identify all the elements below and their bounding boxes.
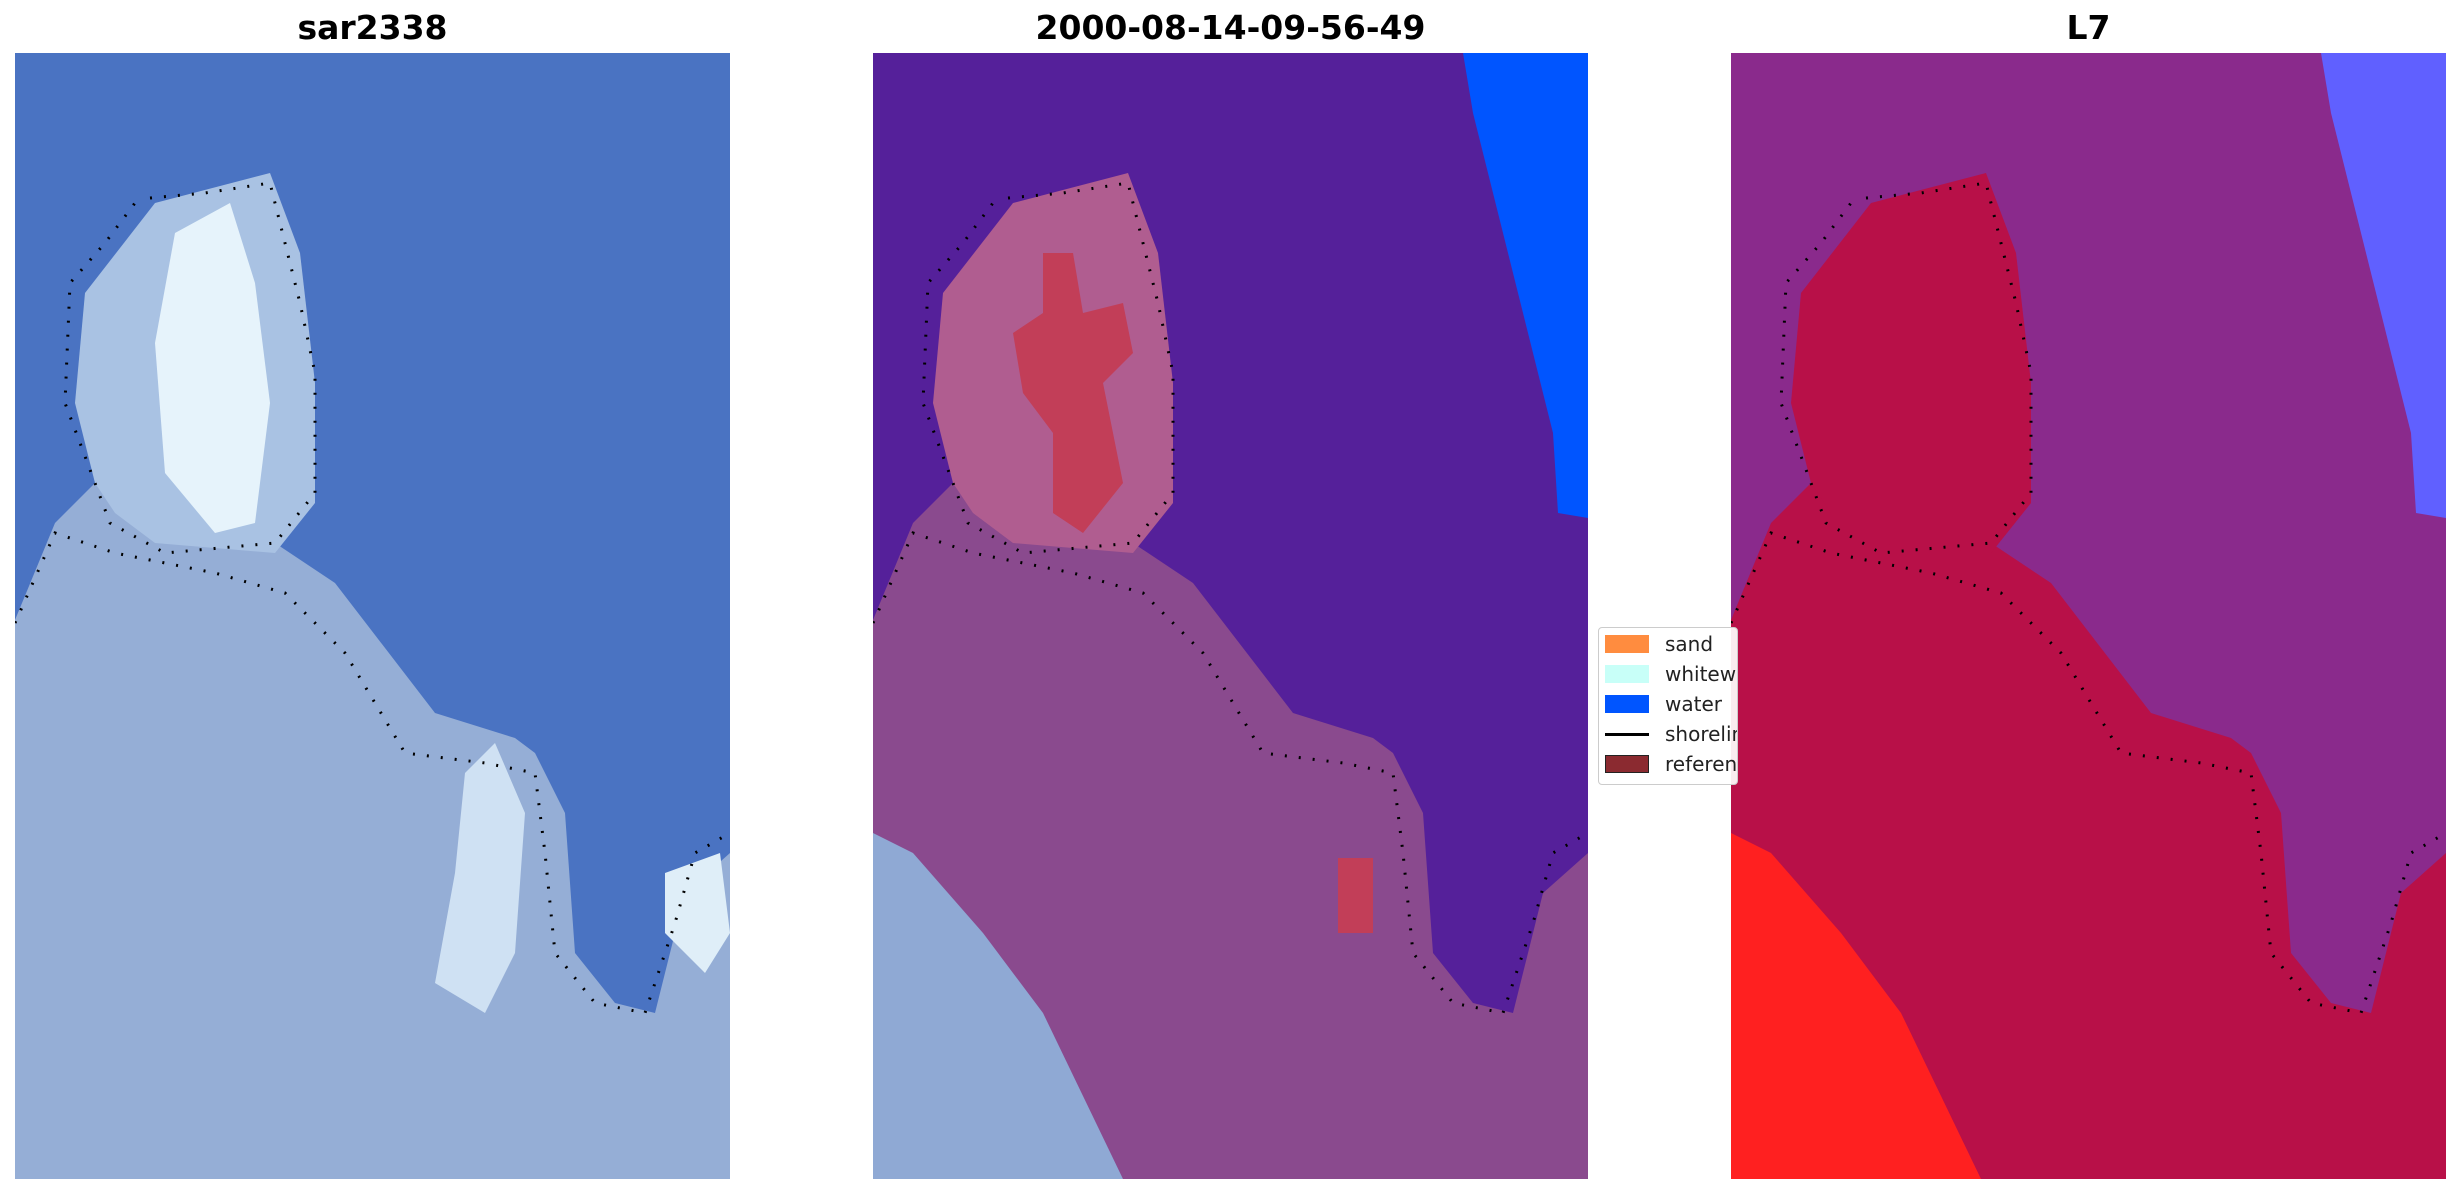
- panel-title-index: L7: [2066, 8, 2111, 47]
- panel-title-classification: 2000-08-14-09-56-49: [1035, 8, 1426, 47]
- sand-class-patch-small: [1338, 858, 1373, 933]
- shoreline-island-3: [1779, 181, 2033, 555]
- unclassified-area: [873, 833, 1123, 1179]
- surf-patch-right: [665, 853, 730, 973]
- classification-panel: [873, 53, 1588, 1179]
- index-panel: [1731, 53, 2446, 1179]
- rgb-image-panel: [15, 53, 730, 1179]
- water-swatch: [1605, 695, 1649, 713]
- legend: sand whitewater water shoreline referenc…: [1598, 627, 1738, 785]
- legend-item-shoreline: shoreline: [1605, 720, 1737, 748]
- legend-label-water: water: [1665, 692, 1722, 716]
- shoreline-island: [63, 181, 317, 555]
- island-index-area: [1791, 173, 2031, 553]
- legend-label-whitewater: whitewater: [1665, 662, 1737, 686]
- panel-title-rgb: sar2338: [297, 8, 448, 47]
- sand-swatch: [1605, 635, 1649, 653]
- whitewater-swatch: [1605, 665, 1649, 683]
- land-area: [15, 478, 730, 1179]
- legend-label-reference: reference shoreline: [1665, 752, 1738, 776]
- sand-class-patch: [1013, 253, 1133, 533]
- rgb-image: [15, 53, 730, 1179]
- reference-swatch: [1605, 755, 1649, 773]
- legend-item-reference: reference shoreline: [1605, 750, 1738, 778]
- shoreline-island-2: [921, 181, 1175, 555]
- index-image: [1731, 53, 2446, 1179]
- bright-patch: [155, 203, 270, 533]
- classification-image: [873, 53, 1588, 1179]
- shoreline-line-sample: [1605, 732, 1649, 736]
- legend-item-whitewater: whitewater: [1605, 660, 1737, 688]
- land-index-area: [1731, 478, 2446, 1179]
- shoreline-mainland-2: [873, 531, 1588, 1015]
- land-class-area: [873, 478, 1588, 1179]
- shoreline-mainland: [15, 531, 730, 1015]
- legend-label-shoreline: shoreline: [1665, 722, 1737, 746]
- shoreline-mainland-3: [1731, 531, 2446, 1015]
- legend-item-sand: sand: [1605, 630, 1737, 658]
- high-water-index-area: [2321, 53, 2446, 518]
- surf-patch: [435, 743, 525, 1013]
- legend-item-water: water: [1605, 690, 1737, 718]
- high-land-index-area: [1731, 833, 1981, 1179]
- legend-label-sand: sand: [1665, 632, 1714, 656]
- open-water-class: [1463, 53, 1588, 518]
